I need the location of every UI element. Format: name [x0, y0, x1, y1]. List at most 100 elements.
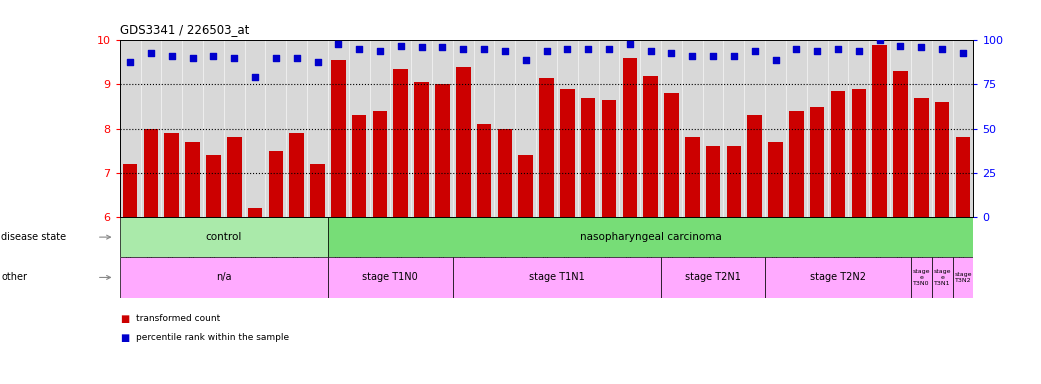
Point	[476, 46, 492, 52]
Point	[455, 46, 472, 52]
Point	[580, 46, 596, 52]
Bar	[664, 93, 679, 217]
Point	[351, 46, 367, 52]
Bar	[685, 137, 700, 217]
Point	[726, 53, 742, 59]
Bar	[227, 137, 242, 217]
Bar	[914, 98, 929, 217]
Point	[309, 58, 326, 65]
Bar	[602, 100, 616, 217]
Bar	[911, 257, 932, 298]
Point	[892, 43, 909, 49]
Bar	[747, 115, 762, 217]
Bar	[414, 82, 429, 217]
Point	[621, 41, 638, 47]
Text: disease state: disease state	[1, 232, 67, 242]
Point	[413, 44, 430, 50]
Bar	[831, 91, 845, 217]
Bar	[120, 217, 328, 257]
Bar	[248, 208, 262, 217]
Text: ■: ■	[120, 333, 129, 343]
Bar	[768, 142, 783, 217]
Bar	[727, 146, 741, 217]
Bar	[956, 137, 970, 217]
Bar	[453, 257, 661, 298]
Bar	[310, 164, 325, 217]
Bar	[643, 76, 658, 217]
Point	[850, 48, 867, 54]
Point	[517, 57, 534, 63]
Bar	[328, 257, 453, 298]
Text: GDS3341 / 226503_at: GDS3341 / 226503_at	[120, 23, 249, 36]
Point	[184, 55, 201, 61]
Bar	[289, 133, 304, 217]
Text: transformed count: transformed count	[136, 314, 221, 323]
Bar	[164, 133, 179, 217]
Point	[143, 50, 159, 56]
Point	[788, 46, 805, 52]
Bar	[789, 111, 804, 217]
Bar	[328, 217, 973, 257]
Bar	[269, 151, 283, 217]
Bar	[144, 129, 158, 217]
Bar	[810, 107, 824, 217]
Bar	[456, 67, 471, 217]
Point	[809, 48, 826, 54]
Text: nasopharyngeal carcinoma: nasopharyngeal carcinoma	[580, 232, 721, 242]
Text: stage T2N2: stage T2N2	[810, 272, 866, 283]
Text: stage T1N1: stage T1N1	[529, 272, 585, 283]
Text: n/a: n/a	[217, 272, 231, 283]
Bar	[373, 111, 387, 217]
Text: stage
e
T3N0: stage e T3N0	[913, 269, 930, 286]
Bar	[498, 129, 512, 217]
Point	[538, 48, 555, 54]
Point	[601, 46, 617, 52]
Point	[226, 55, 243, 61]
Bar	[852, 89, 866, 217]
Bar	[932, 257, 953, 298]
Point	[705, 53, 721, 59]
Bar	[120, 257, 328, 298]
Point	[392, 43, 409, 49]
Point	[247, 74, 263, 81]
Point	[871, 37, 888, 43]
Point	[372, 48, 388, 54]
Point	[434, 44, 451, 50]
Point	[913, 44, 930, 50]
Bar	[518, 155, 533, 217]
Text: control: control	[206, 232, 242, 242]
Bar	[765, 257, 911, 298]
Point	[955, 50, 971, 56]
Bar	[435, 84, 450, 217]
Text: other: other	[1, 272, 27, 283]
Point	[122, 58, 138, 65]
Bar	[477, 124, 491, 217]
Point	[934, 46, 950, 52]
Point	[205, 53, 222, 59]
Bar	[393, 69, 408, 217]
Text: stage T1N0: stage T1N0	[362, 272, 418, 283]
Bar	[661, 257, 765, 298]
Point	[163, 53, 180, 59]
Point	[559, 46, 576, 52]
Bar	[352, 115, 366, 217]
Point	[684, 53, 701, 59]
Bar	[539, 78, 554, 217]
Bar	[706, 146, 720, 217]
Bar	[123, 164, 137, 217]
Point	[642, 48, 659, 54]
Text: stage
e
T3N1: stage e T3N1	[934, 269, 950, 286]
Bar	[953, 257, 973, 298]
Bar	[185, 142, 200, 217]
Point	[746, 48, 763, 54]
Point	[330, 41, 347, 47]
Point	[497, 48, 513, 54]
Point	[830, 46, 846, 52]
Point	[663, 50, 680, 56]
Point	[288, 55, 305, 61]
Point	[268, 55, 284, 61]
Text: stage
T3N2: stage T3N2	[955, 272, 971, 283]
Bar	[206, 155, 221, 217]
Text: percentile rank within the sample: percentile rank within the sample	[136, 333, 289, 343]
Bar	[331, 60, 346, 217]
